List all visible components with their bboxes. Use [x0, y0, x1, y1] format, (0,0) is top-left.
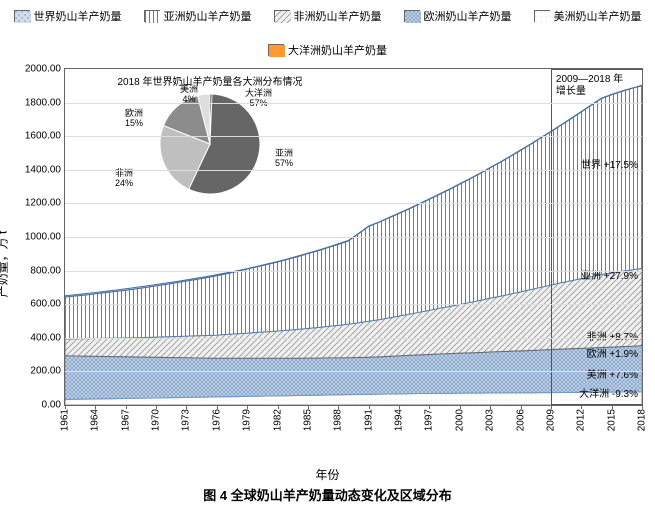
xtick-label: 1961: [60, 409, 71, 431]
xtick-label: 1964: [90, 409, 101, 431]
legend-swatch-oceania: [268, 44, 284, 56]
gridline: [65, 136, 642, 137]
xtick-label: 1988: [333, 409, 344, 431]
xtick-label: 2012: [576, 409, 587, 431]
y-axis-label: 产奶量，万 t: [0, 231, 11, 298]
ytick-label: 1600.00: [25, 131, 61, 142]
legend-label: 美洲奶山羊产奶量: [554, 8, 642, 24]
gridline: [65, 304, 642, 305]
legend-item: 大洋洲奶山羊产奶量: [268, 42, 387, 58]
gridline: [65, 271, 642, 272]
xtick-label: 1982: [272, 409, 283, 431]
ytick-label: 600.00: [30, 299, 61, 310]
xtick-label: 1985: [302, 409, 313, 431]
pie-label-欧洲: 欧洲15%: [125, 109, 143, 129]
legend-swatch-americas: [534, 10, 550, 22]
ytick-label: 400.00: [30, 332, 61, 343]
legend-item: 欧洲奶山羊产奶量: [404, 8, 512, 24]
ytick-label: 1800.00: [25, 97, 61, 108]
legend-swatch-europe: [404, 10, 420, 22]
gridline: [65, 170, 642, 171]
xtick-label: 1976: [211, 409, 222, 431]
ytick-label: 200.00: [30, 366, 61, 377]
figure-caption: 图 4 全球奶山羊产奶量动态变化及区域分布: [8, 485, 647, 504]
legend-label: 欧洲奶山羊产奶量: [424, 8, 512, 24]
legend-swatch-asia: [144, 10, 160, 22]
figure-container: 世界奶山羊产奶量 亚洲奶山羊产奶量 非洲奶山羊产奶量 欧洲奶山羊产奶量 美洲奶山羊产奶量…: [8, 8, 647, 504]
xtick-label: 1970: [151, 409, 162, 431]
legend-label: 非洲奶山羊产奶量: [294, 8, 382, 24]
ytick-label: 1400.00: [25, 164, 61, 175]
legend-item: 亚洲奶山羊产奶量: [144, 8, 252, 24]
legend-swatch-africa: [274, 10, 290, 22]
legend-label: 世界奶山羊产奶量: [34, 8, 122, 24]
ytick-label: 800.00: [30, 265, 61, 276]
legend-item: 美洲奶山羊产奶量: [534, 8, 642, 24]
xtick-label: 2003: [485, 409, 496, 431]
legend-swatch-world: [14, 10, 30, 22]
legend: 世界奶山羊产奶量 亚洲奶山羊产奶量 非洲奶山羊产奶量 欧洲奶山羊产奶量 美洲奶山羊产奶量…: [8, 8, 647, 58]
xtick-label: 2015: [606, 409, 617, 431]
gridline: [65, 371, 642, 372]
plot-area: 2009—2018 年 增长量 世界 +17.5%亚洲 +27.9%非洲 +8.…: [64, 68, 643, 406]
xtick-label: 1994: [394, 409, 405, 431]
xtick-label: 2000: [454, 409, 465, 431]
pie-label-大洋洲: 大洋洲57%: [245, 89, 272, 109]
chart-frame: 产奶量，万 t: [8, 64, 647, 464]
xtick-label: 1967: [120, 409, 131, 431]
legend-label: 大洋洲奶山羊产奶量: [288, 42, 387, 58]
ytick-label: 1200.00: [25, 198, 61, 209]
ytick-label: 1000.00: [25, 232, 61, 243]
ytick-label: 0.00: [42, 400, 61, 411]
gridline: [65, 203, 642, 204]
xtick-label: 1997: [424, 409, 435, 431]
xtick-label: 1979: [242, 409, 253, 431]
ytick-label: 2000.00: [25, 64, 61, 75]
x-axis-label: 年份: [8, 466, 647, 483]
pie-title: 2018 年世界奶山羊产奶量各大洲分布情况: [85, 73, 335, 88]
gridline: [65, 237, 642, 238]
legend-item: 世界奶山羊产奶量: [14, 8, 122, 24]
gridline: [65, 338, 642, 339]
xtick-label: 2006: [515, 409, 526, 431]
xtick-label: 1991: [363, 409, 374, 431]
pie-label-非洲: 非洲24%: [115, 169, 133, 189]
legend-label: 亚洲奶山羊产奶量: [164, 8, 252, 24]
xtick-label: 2018: [637, 409, 648, 431]
pie-label-亚洲: 亚洲57%: [275, 149, 293, 169]
xtick-label: 2009: [545, 409, 556, 431]
legend-item: 非洲奶山羊产奶量: [274, 8, 382, 24]
xtick-label: 1973: [181, 409, 192, 431]
gridline: [65, 103, 642, 104]
